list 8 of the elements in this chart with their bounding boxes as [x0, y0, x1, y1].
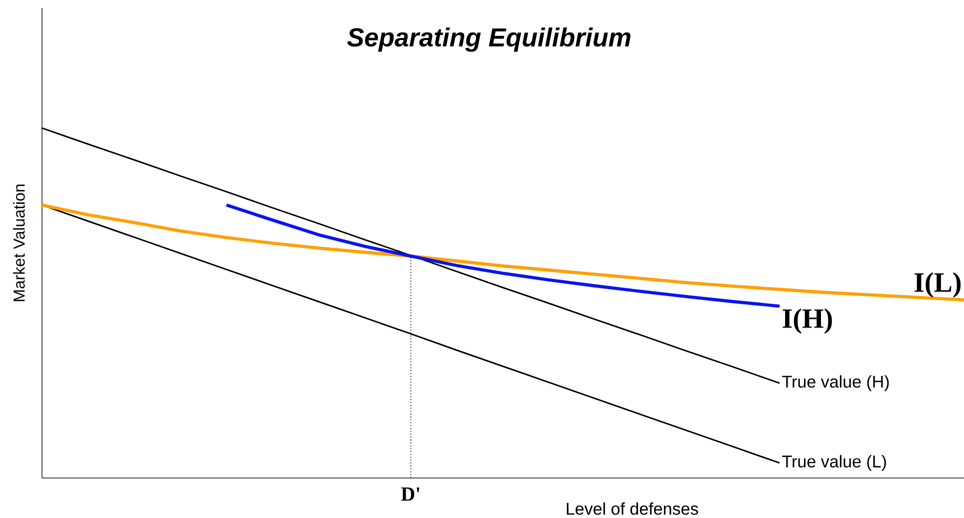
chart-title: Separating Equilibrium [347, 27, 630, 52]
series-label: I(L) [914, 272, 961, 298]
x-axis-title: Level of defenses [566, 502, 698, 515]
series-label: True value (H) [782, 375, 889, 392]
series-label: True value (L) [782, 455, 886, 471]
y-axis-title: Market Valuation [13, 184, 25, 302]
series-label: I(H) [782, 308, 832, 334]
text: D' [401, 488, 420, 501]
